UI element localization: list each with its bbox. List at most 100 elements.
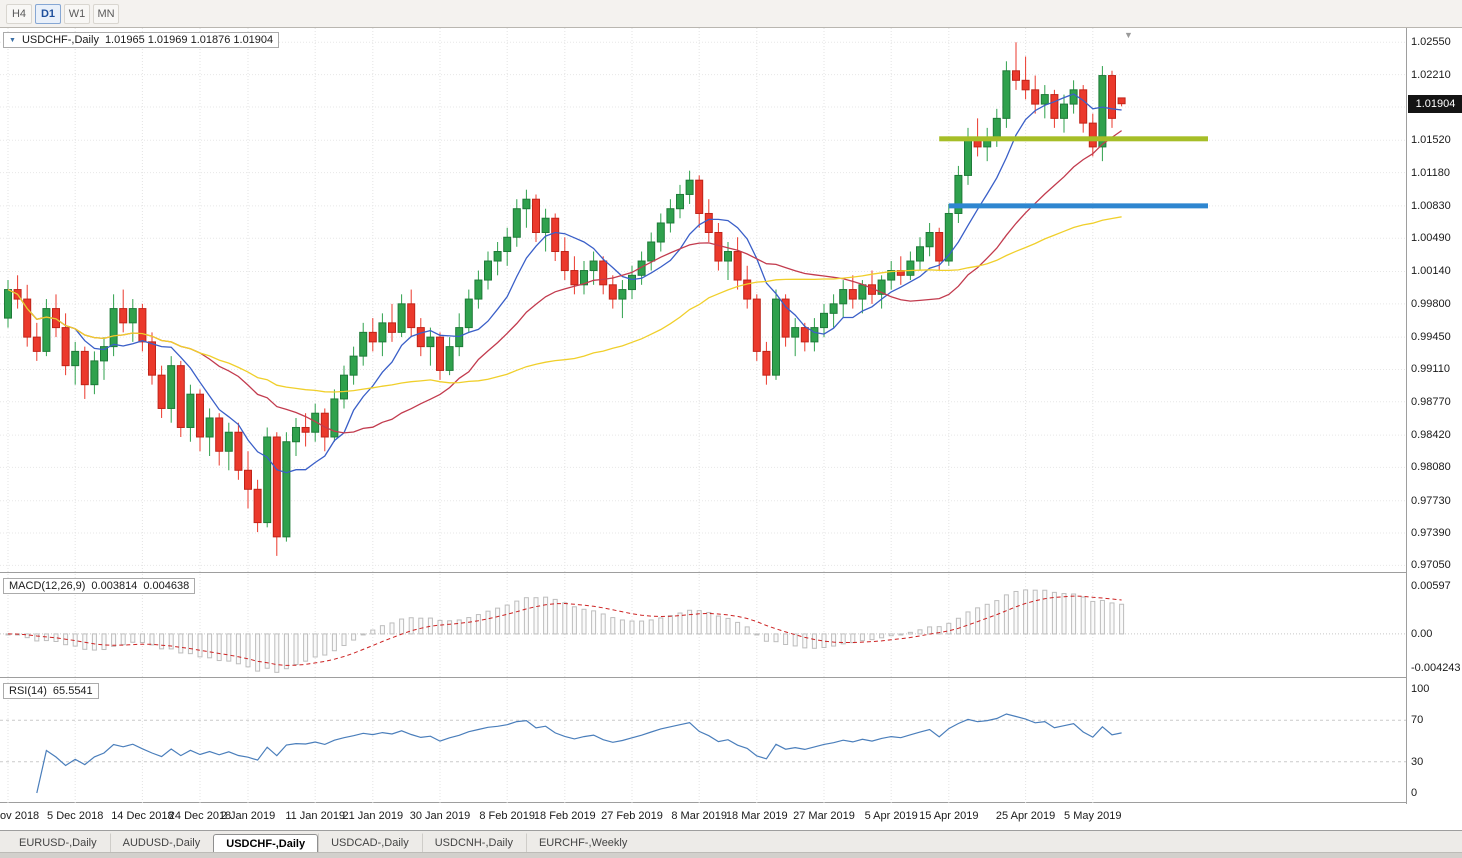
macd-histogram-bar [351, 633, 357, 641]
candle [695, 175, 704, 228]
price-axis-label: 1.00490 [1411, 232, 1451, 245]
timeframe-button-w1[interactable]: W1 [64, 3, 90, 24]
candle [810, 318, 819, 352]
tab-usdcnh-daily[interactable]: USDCNH-,Daily [421, 833, 526, 852]
candle [637, 251, 646, 285]
candle [935, 227, 944, 271]
timeframe-button-h4[interactable]: H4 [6, 3, 32, 24]
macd-histogram-bar [101, 633, 107, 651]
macd-histogram-bar [1099, 599, 1105, 635]
price-axis-label: 1.00140 [1411, 265, 1451, 278]
macd-histogram-bar [370, 629, 376, 635]
tab-eurchf-weekly[interactable]: EURCHF-,Weekly [525, 833, 640, 852]
candle [157, 365, 166, 418]
candle [628, 265, 636, 300]
candle [176, 360, 185, 437]
tab-usdchf-daily[interactable]: USDCHF-,Daily [213, 834, 319, 853]
tab-audusd-daily[interactable]: AUDUSD-,Daily [109, 833, 214, 852]
macd-histogram-bar [466, 617, 472, 635]
macd-histogram-bar [879, 633, 885, 639]
candle [167, 356, 176, 423]
macd-histogram-bar [754, 633, 760, 636]
candle [781, 294, 790, 347]
macd-histogram-bar [639, 620, 645, 635]
macd-histogram-bar [168, 633, 174, 650]
timeframe-button-d1[interactable]: D1 [35, 3, 61, 24]
rsi-panel[interactable]: RSI(14) 65.5541 [0, 679, 1406, 803]
candle [1040, 85, 1049, 119]
macd-histogram-bar [907, 631, 913, 635]
macd-histogram-bar [514, 600, 520, 635]
macd-histogram-bar [159, 633, 165, 650]
candle [224, 422, 233, 471]
price-axis-label: 0.97390 [1411, 527, 1451, 540]
candle [599, 256, 608, 295]
macd-panel[interactable]: MACD(12,26,9) 0.003814 0.004638 [0, 574, 1406, 678]
macd-histogram-bar [331, 633, 337, 652]
macd-histogram-bar [629, 620, 635, 635]
macd-histogram-bar [1090, 600, 1096, 635]
macd-histogram-bar [552, 598, 558, 635]
candle [647, 232, 656, 271]
chart-shift-marker-icon[interactable]: ▼ [1124, 30, 1133, 40]
price-axis-label: 1.01520 [1411, 134, 1451, 147]
candle [656, 213, 665, 252]
macd-histogram-bar [773, 633, 779, 643]
bottom-scrollbar[interactable] [0, 852, 1462, 858]
tab-usdcad-daily[interactable]: USDCAD-,Daily [318, 833, 422, 852]
macd-canvas[interactable] [0, 574, 1406, 678]
timeframe-toolbar: H4 D1 W1 MN [0, 0, 1462, 28]
macd-histogram-bar [120, 633, 126, 646]
macd-histogram-bar [619, 619, 625, 635]
macd-histogram-bar [418, 617, 424, 635]
macd-histogram-bar [658, 617, 664, 635]
ma-fast [7, 93, 1122, 474]
rsi-axis-label: 70 [1411, 714, 1424, 727]
candle [560, 237, 569, 281]
date-label: 18 Mar 2019 [725, 810, 788, 822]
rsi-axis-label: 100 [1411, 683, 1430, 695]
main-chart-panel[interactable]: ▼ USDCHF-,Daily 1.01965 1.01969 1.01876 … [0, 28, 1406, 573]
candle [608, 275, 617, 309]
support-line-blue[interactable] [948, 203, 1208, 209]
macd-histogram-bar [197, 633, 203, 658]
date-label: 30 Jan 2019 [409, 810, 471, 822]
tab-eurusd-daily[interactable]: EURUSD-,Daily [19, 837, 97, 849]
macd-histogram-bar [235, 633, 241, 665]
date-label: 14 Dec 2018 [111, 810, 174, 822]
date-label: 8 Mar 2019 [671, 810, 728, 822]
macd-signal-line [7, 595, 1122, 666]
price-axis[interactable]: 1.01904 1.025501.022101.018701.015201.01… [1406, 28, 1462, 804]
symbol-ohlc-label: ▼ USDCHF-,Daily 1.01965 1.01969 1.01876 … [3, 32, 280, 48]
candle [253, 479, 262, 533]
candle [340, 365, 348, 409]
macd-histogram-bar [437, 619, 443, 635]
rsi-canvas[interactable] [0, 679, 1406, 803]
macd-histogram-bar [139, 633, 145, 644]
candle [493, 242, 502, 276]
macd-histogram-bar [504, 604, 510, 635]
candle [685, 170, 694, 204]
candle [109, 294, 118, 357]
candle [1098, 66, 1107, 162]
symbol-name: USDCHF-,Daily [21, 34, 99, 46]
macd-histogram-bar [898, 633, 904, 636]
resistance-line-olive[interactable] [939, 136, 1208, 142]
candle [330, 389, 339, 442]
macd-histogram-bar [821, 633, 827, 648]
price-axis-label: 0.98080 [1411, 461, 1451, 474]
main-chart-canvas[interactable] [0, 28, 1406, 573]
candle [436, 332, 444, 380]
candle [512, 199, 521, 247]
macd-histogram-bar [264, 633, 270, 669]
chart-tab-bar: EURUSD-,Daily AUDUSD-,Daily USDCHF-,Dail… [0, 830, 1462, 853]
macd-histogram-bar [427, 617, 433, 635]
macd-histogram-bar [475, 614, 481, 635]
timeframe-button-mn[interactable]: MN [93, 3, 119, 24]
macd-histogram-bar [495, 607, 501, 635]
candle [484, 251, 492, 290]
candle [551, 213, 560, 262]
macd-histogram-bar [1042, 589, 1048, 635]
macd-histogram-bar [389, 622, 395, 635]
